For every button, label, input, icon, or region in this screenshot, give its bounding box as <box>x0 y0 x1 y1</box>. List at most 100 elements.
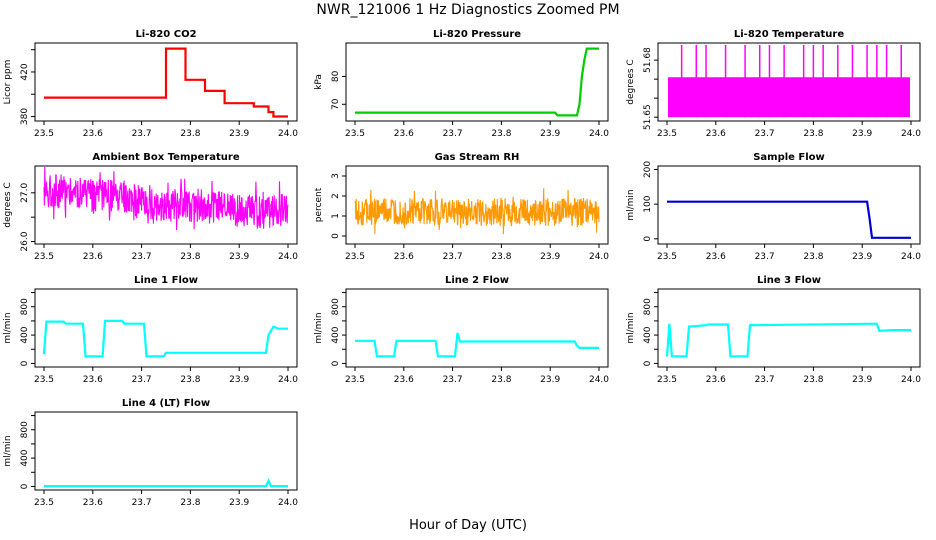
x-tick-label: 24.0 <box>901 252 921 262</box>
data-layer <box>667 200 911 239</box>
series-line <box>354 188 600 235</box>
x-tick-label: 23.7 <box>755 252 775 262</box>
y-axis-label: degrees C <box>626 59 636 104</box>
y-axis-label: Licor ppm <box>3 60 13 105</box>
x-tick-label: 23.5 <box>34 129 54 139</box>
x-tick-label: 23.9 <box>229 252 249 262</box>
y-tick-label: 27.0 <box>20 183 30 203</box>
x-tick-label: 23.6 <box>706 129 726 139</box>
y-tick-label: 51.65 <box>643 104 653 130</box>
series-line <box>44 478 288 488</box>
x-tick-label: 23.5 <box>345 252 365 262</box>
x-tick-label: 23.9 <box>229 498 249 508</box>
x-tick-label: 23.9 <box>540 252 560 262</box>
plot-frame <box>34 288 298 368</box>
y-tick-label: 3 <box>331 173 341 179</box>
plot-frame <box>345 165 609 245</box>
y-axis-label: ml/min <box>3 312 13 343</box>
y-axis-label: ml/min <box>626 189 636 220</box>
x-tick-label: 24.0 <box>278 252 298 262</box>
x-tick-label: 23.8 <box>803 252 823 262</box>
x-tick-label: 23.6 <box>706 252 726 262</box>
x-tick-label: 23.8 <box>803 129 823 139</box>
y-axis-label: ml/min <box>3 435 13 466</box>
x-tick-label: 24.0 <box>901 129 921 139</box>
series-line <box>355 47 599 117</box>
plot-frame <box>657 288 921 368</box>
plot-frame <box>345 288 609 368</box>
data-layer <box>44 478 288 488</box>
x-tick-label: 23.8 <box>180 375 200 385</box>
y-tick-label: 800 <box>643 298 653 315</box>
chart-panel-1: Li-820 CO2 Licor ppm 23.5 23.6 23.7 23.8 23.9 2… <box>3 29 298 139</box>
x-tick-label: 23.5 <box>657 375 677 385</box>
y-tick-label: 70 <box>331 98 341 110</box>
figure-x-label: Hour of Day (UTC) <box>409 518 527 533</box>
panel-title: Li-820 CO2 <box>135 29 196 40</box>
x-tick-label: 23.9 <box>852 252 872 262</box>
y-tick-label: 26.0 <box>20 231 30 251</box>
y-tick-label: 0 <box>643 360 653 366</box>
x-tick-label: 23.9 <box>852 129 872 139</box>
x-tick-label: 24.0 <box>901 375 921 385</box>
plot-frame <box>657 165 921 245</box>
data-layer <box>665 322 911 358</box>
y-tick-label: 0 <box>331 233 341 239</box>
series-line <box>355 332 599 358</box>
series-line <box>42 319 288 358</box>
x-tick-label: 23.9 <box>540 129 560 139</box>
chart-panel-6: Sample Flow ml/min 23.5 23.6 23.7 23.8 23.9 24.… <box>626 152 921 262</box>
panel-title: Line 1 Flow <box>134 275 198 286</box>
chart-panel-8: Line 2 Flow ml/min 23.5 23.6 23.7 23.8 23.9 24.… <box>314 275 609 385</box>
x-tick-label: 23.8 <box>180 129 200 139</box>
x-tick-label: 23.6 <box>394 129 414 139</box>
y-tick-label: 400 <box>643 326 653 343</box>
x-tick-label: 23.7 <box>443 252 463 262</box>
x-tick-label: 23.6 <box>83 252 103 262</box>
y-tick-label: 0 <box>20 483 30 489</box>
chart-panel-9: Line 3 Flow ml/min 23.5 23.6 23.7 23.8 23.9 24.… <box>626 275 921 385</box>
y-tick-label: 800 <box>331 298 341 315</box>
data-layer <box>44 47 288 118</box>
x-tick-label: 23.7 <box>443 375 463 385</box>
y-axis-label: ml/min <box>314 312 324 343</box>
x-tick-label: 23.5 <box>34 375 54 385</box>
x-tick-label: 23.9 <box>229 375 249 385</box>
x-tick-label: 24.0 <box>278 498 298 508</box>
x-tick-label: 24.0 <box>278 375 298 385</box>
chart-panel-4: Ambient Box Temperature degrees C 23.5 23.6… <box>3 152 298 262</box>
x-tick-label: 23.6 <box>706 375 726 385</box>
x-tick-label: 24.0 <box>278 129 298 139</box>
y-tick-label: 420 <box>20 63 30 80</box>
panel-title: Li-820 Temperature <box>734 29 844 40</box>
y-tick-label: 800 <box>20 421 30 438</box>
panel-title: Line 2 Flow <box>445 275 509 286</box>
y-axis-label: ml/min <box>626 312 636 343</box>
y-tick-label: 400 <box>20 326 30 343</box>
data-layer <box>355 332 599 358</box>
x-tick-label: 23.8 <box>491 129 511 139</box>
plot-frame <box>34 42 298 122</box>
x-tick-label: 23.6 <box>83 129 103 139</box>
panel-title: Line 3 Flow <box>757 275 821 286</box>
series-line <box>43 167 289 231</box>
series-line <box>667 200 911 239</box>
panel-title: Gas Stream RH <box>435 152 520 163</box>
y-tick-label: 800 <box>20 298 30 315</box>
chart-panel-3: Li-820 Temperature degrees C 23.5 23.6 23.7 2… <box>626 29 921 139</box>
plot-frame <box>34 165 298 245</box>
y-tick-label: 2 <box>331 193 341 199</box>
y-tick-label: 0 <box>20 360 30 366</box>
x-tick-label: 24.0 <box>589 129 609 139</box>
x-tick-label: 23.5 <box>34 252 54 262</box>
x-tick-label: 23.7 <box>132 375 152 385</box>
x-tick-label: 23.7 <box>132 129 152 139</box>
y-tick-label: 400 <box>20 449 30 466</box>
x-tick-label: 23.7 <box>755 129 775 139</box>
x-tick-label: 23.6 <box>394 375 414 385</box>
y-tick-label: 51.68 <box>643 47 653 73</box>
x-tick-label: 23.7 <box>132 252 152 262</box>
x-tick-label: 23.5 <box>657 129 677 139</box>
